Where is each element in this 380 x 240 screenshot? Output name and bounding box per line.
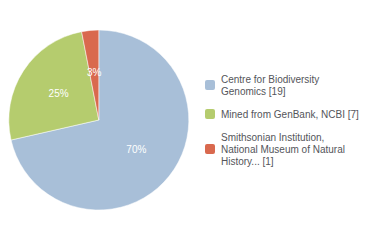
svg-text:History... [1]: History... [1] <box>221 156 274 167</box>
svg-text:Mined from GenBank, NCBI [7]: Mined from GenBank, NCBI [7] <box>221 109 359 120</box>
svg-text:Centre for Biodiversity: Centre for Biodiversity <box>221 74 319 85</box>
svg-text:3%: 3% <box>87 67 102 78</box>
svg-text:25%: 25% <box>49 88 69 99</box>
svg-text:Genomics [19]: Genomics [19] <box>221 86 286 97</box>
svg-text:70%: 70% <box>126 144 146 155</box>
svg-text:Smithsonian Institution,: Smithsonian Institution, <box>221 132 324 143</box>
svg-text:National Museum of Natural: National Museum of Natural <box>221 144 345 155</box>
